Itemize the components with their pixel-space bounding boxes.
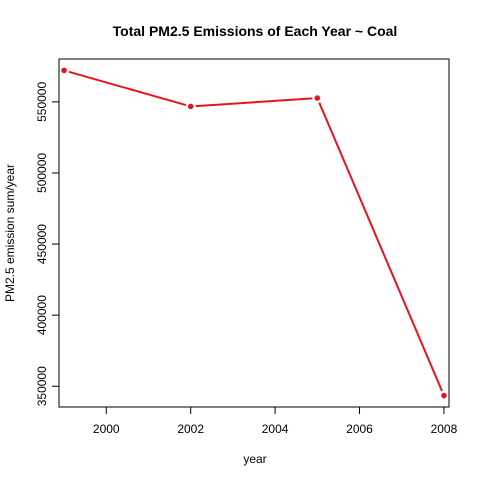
x-axis: 2000 2002 2004 2006 2008 (93, 406, 458, 436)
x-tick-label: 2000 (93, 422, 120, 436)
y-tick-label: 350000 (35, 366, 49, 406)
plot-area-frame (58, 58, 450, 408)
x-tick-label: 2006 (346, 422, 373, 436)
chart-title: Total PM2.5 Emissions of Each Year ~ Coa… (113, 23, 398, 39)
series-layer (60, 66, 448, 400)
x-tick-label: 2008 (431, 422, 458, 436)
y-tick-label: 550000 (35, 82, 49, 122)
series-line-segment (68, 70, 187, 107)
data-point (440, 391, 448, 400)
x-tick-label: 2002 (177, 422, 204, 436)
series-line-segment (318, 102, 443, 392)
data-point (313, 94, 322, 102)
y-axis-title: PM2.5 emission sum/year (3, 164, 17, 302)
y-tick-label: 400000 (35, 295, 49, 335)
y-tick-label: 500000 (35, 153, 49, 193)
data-point (186, 102, 195, 111)
x-axis-title: year (243, 452, 266, 466)
series-line-segment (195, 97, 313, 108)
y-axis: 350000 400000 450000 500000 550000 (35, 82, 60, 406)
y-tick-label: 450000 (35, 224, 49, 264)
data-point (60, 66, 68, 75)
x-tick-label: 2004 (262, 422, 289, 436)
